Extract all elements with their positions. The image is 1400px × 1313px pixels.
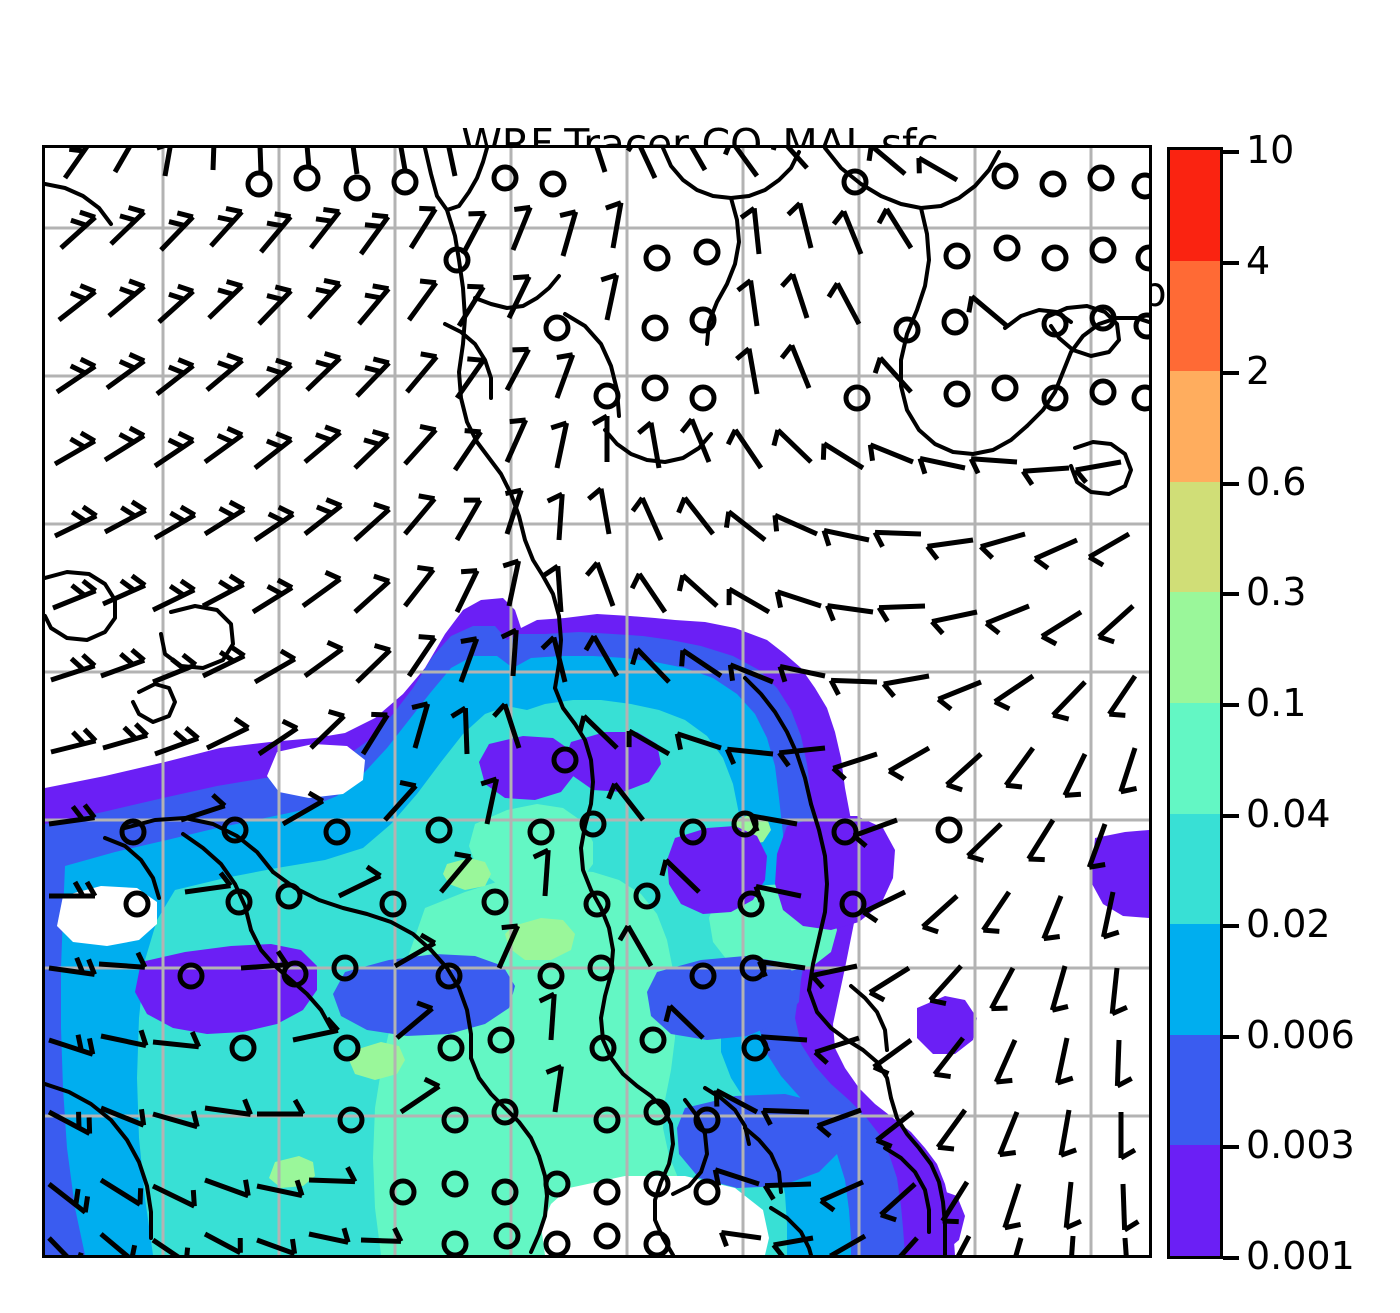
wind-barbs-layer bbox=[47, 148, 1149, 1255]
colorbar-tick bbox=[1223, 703, 1239, 707]
colorbar-tick-label: 2 bbox=[1246, 349, 1271, 394]
colorbar-band bbox=[1170, 592, 1220, 703]
colorbar-tick-label: 4 bbox=[1246, 238, 1271, 283]
colorbar-tick-label: 10 bbox=[1246, 128, 1295, 172]
colorbar-ticks bbox=[1223, 147, 1253, 1260]
colorbar-band bbox=[1170, 371, 1220, 482]
map-panel[interactable] bbox=[42, 145, 1152, 1258]
colorbar-tick-label: 0.006 bbox=[1246, 1012, 1355, 1057]
colorbar-tick-label: 0.6 bbox=[1246, 459, 1307, 504]
colorbar-band bbox=[1170, 702, 1220, 814]
colorbar-tick bbox=[1223, 592, 1239, 597]
colorbar-tick bbox=[1223, 481, 1239, 486]
colorbar-band bbox=[1170, 260, 1220, 372]
colorbar-labels: 10 4 2 0.6 0.3 0.1 0.04 0.02 0.006 0.003 0.001 bbox=[1246, 131, 1396, 1275]
colorbar-tick-label: 0.02 bbox=[1246, 902, 1331, 947]
colorbar-band bbox=[1170, 150, 1220, 261]
colorbar-tick bbox=[1223, 1034, 1239, 1039]
colorbar-band bbox=[1170, 481, 1220, 593]
colorbar-tick-label: 0.04 bbox=[1246, 791, 1331, 836]
colorbar-band bbox=[1170, 813, 1220, 925]
colorbar-tick bbox=[1223, 1145, 1239, 1150]
colorbar-band bbox=[1170, 1145, 1220, 1256]
colorbar-tick bbox=[1223, 924, 1239, 929]
colorbar-band bbox=[1170, 1034, 1220, 1146]
colorbar[interactable] bbox=[1167, 147, 1223, 1259]
colorbar-tick-label: 0.001 bbox=[1246, 1234, 1355, 1278]
tracer-contour-fill bbox=[45, 598, 1149, 1255]
colorbar-tick bbox=[1223, 260, 1239, 265]
colorbar-tick bbox=[1223, 150, 1239, 154]
map-canvas bbox=[45, 148, 1149, 1255]
colorbar-tick bbox=[1223, 371, 1239, 376]
colorbar-tick bbox=[1223, 1256, 1239, 1260]
colorbar-tick bbox=[1223, 813, 1239, 818]
colorbar-band bbox=[1170, 924, 1220, 1035]
colorbar-tick-label: 0.003 bbox=[1246, 1123, 1355, 1168]
colorbar-tick-label: 0.1 bbox=[1246, 681, 1307, 725]
colorbar-tick-label: 0.3 bbox=[1246, 570, 1307, 615]
